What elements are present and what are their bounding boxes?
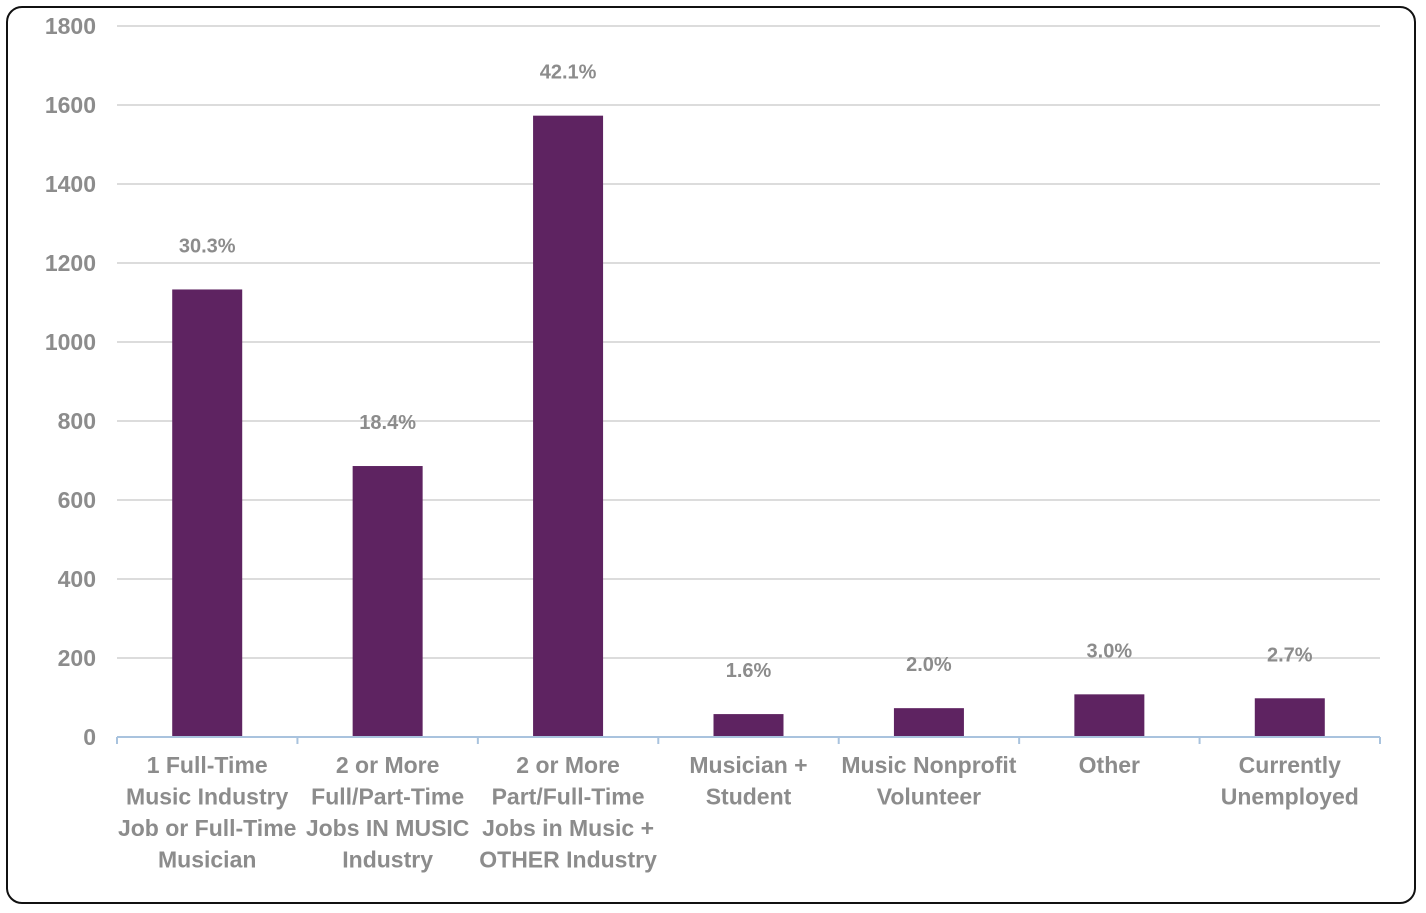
data-label: 3.0%: [1087, 640, 1133, 662]
y-tick-label: 1200: [45, 250, 96, 276]
category-label-line: Job or Full-Time: [118, 815, 296, 841]
category-label-line: Jobs IN MUSIC: [306, 815, 470, 841]
data-label: 1.6%: [726, 660, 772, 682]
data-label: 42.1%: [540, 62, 597, 84]
y-tick-label: 400: [58, 566, 96, 592]
category-label: 2 or More Full/Part-Time Jobs IN MUSIC Indu…: [306, 752, 470, 873]
bars: [172, 115, 1325, 738]
bar: [533, 115, 604, 738]
category-label: Currently Unemployed: [1221, 752, 1359, 810]
category-label-line: Musician +: [689, 752, 807, 778]
y-tick-label: 600: [58, 487, 96, 513]
bar: [713, 714, 784, 737]
data-labels: 30.3% 18.4% 42.1% 1.6% 2.0% 3.0% 2.7%: [179, 62, 1313, 682]
data-label: 2.0%: [906, 654, 952, 676]
bar: [352, 466, 423, 737]
category-label: 2 or More Part/Full-Time Jobs in Music + OT…: [479, 752, 657, 873]
y-tick-label: 800: [58, 408, 96, 434]
y-tick-label: 0: [83, 724, 96, 750]
category-label-line: Full/Part-Time: [311, 784, 464, 810]
y-tick-label: 1000: [45, 329, 96, 355]
category-label-line: Music Industry: [126, 784, 289, 810]
data-label: 18.4%: [359, 412, 416, 434]
y-tick-label: 200: [58, 645, 96, 671]
category-label-line: Industry: [342, 847, 433, 873]
data-label: 2.7%: [1267, 644, 1313, 666]
y-tick-label: 1800: [45, 13, 96, 39]
y-axis-tick-labels: 0 200 400 600 800 1000 1200 1400 1600 1800: [45, 13, 96, 750]
category-label-line: OTHER Industry: [479, 847, 657, 873]
bar: [1074, 694, 1145, 737]
gridlines: [117, 25, 1380, 659]
category-label-line: Music Nonprofit: [841, 752, 1016, 778]
y-tick-label: 1400: [45, 171, 96, 197]
category-label-line: Musician: [158, 847, 256, 873]
category-label-line: Student: [706, 784, 792, 810]
category-label: Music Nonprofit Volunteer: [841, 752, 1016, 810]
category-label-line: Jobs in Music +: [482, 815, 654, 841]
y-tick-label: 1600: [45, 92, 96, 118]
bar: [172, 289, 243, 737]
bar: [893, 708, 964, 737]
category-label-line: 2 or More: [516, 752, 620, 778]
category-label-line: 1 Full-Time: [147, 752, 268, 778]
data-label: 30.3%: [179, 235, 236, 257]
category-label-line: Unemployed: [1221, 784, 1359, 810]
category-label-line: 2 or More: [336, 752, 440, 778]
category-label-line: Currently: [1239, 752, 1341, 778]
category-label-line: Part/Full-Time: [492, 784, 645, 810]
category-label-line: Other: [1079, 752, 1140, 778]
category-label-line: Volunteer: [877, 784, 981, 810]
category-label: Musician + Student: [689, 752, 807, 810]
bar: [1254, 698, 1325, 737]
category-label: 1 Full-Time Music Industry Job or Full-Tim…: [118, 752, 296, 873]
category-label: Other: [1079, 752, 1140, 778]
x-axis: [116, 736, 1381, 744]
category-labels: 1 Full-Time Music Industry Job or Full-Tim…: [118, 752, 1359, 873]
